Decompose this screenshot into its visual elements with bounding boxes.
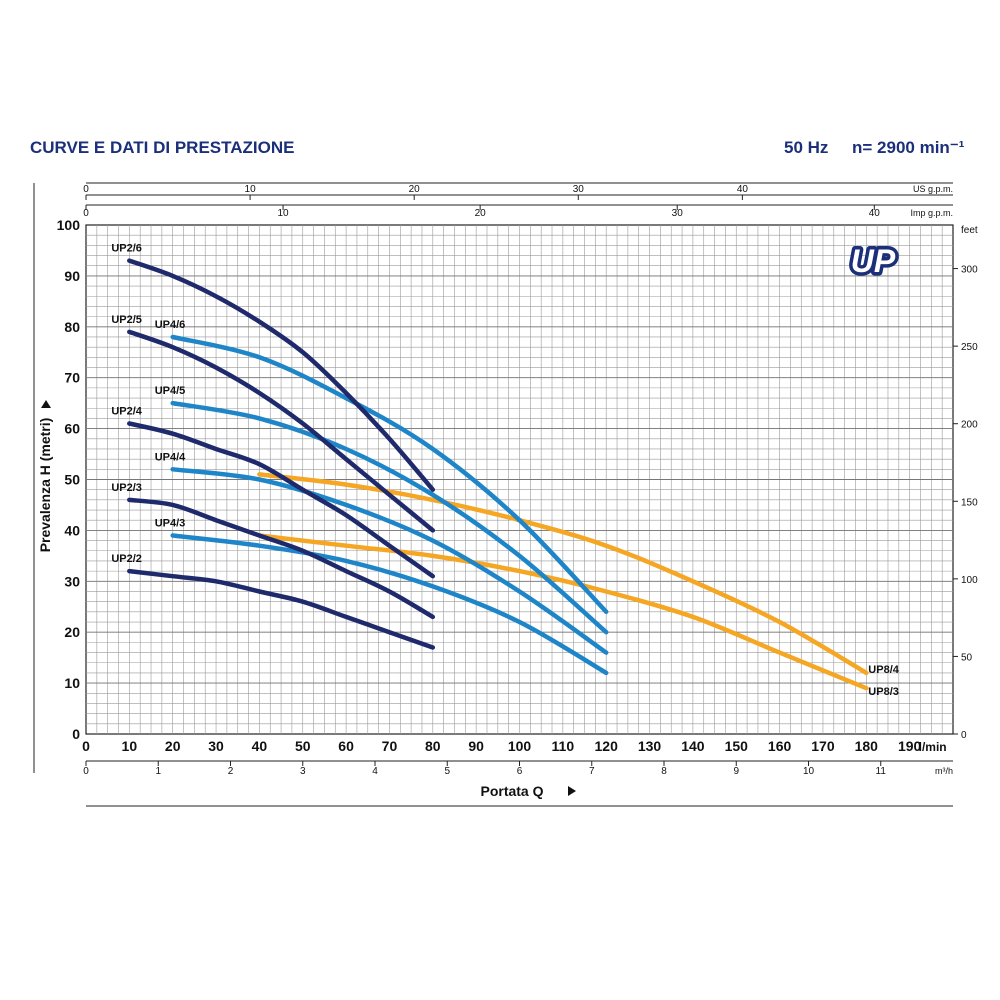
- us-gpm-unit-label: US g.p.m.: [913, 184, 953, 194]
- m3h-tick-label: 6: [517, 766, 523, 777]
- m3h-tick-label: 10: [803, 766, 815, 777]
- us-gpm-tick-label: 40: [737, 184, 749, 195]
- x-tick-label: 40: [252, 738, 268, 754]
- x-tick-label: 50: [295, 738, 311, 754]
- feet-tick-label: 200: [961, 420, 978, 431]
- us-gpm-tick-label: 10: [245, 184, 257, 195]
- curve-up2-5: [127, 329, 436, 533]
- m3h-tick-label: 3: [300, 766, 306, 777]
- y-tick-label: 30: [64, 573, 80, 589]
- m3h-tick-label: 7: [589, 766, 595, 777]
- imp-gpm-tick-label: 40: [869, 208, 881, 219]
- us-gpm-tick-label: 30: [573, 184, 585, 195]
- y-tick-label: 20: [64, 624, 80, 640]
- y-tick-label: 0: [72, 726, 80, 742]
- x-unit-label: l/min: [919, 740, 947, 754]
- m3h-tick-label: 4: [372, 766, 378, 777]
- x-tick-label: 150: [725, 738, 749, 754]
- x-tick-label: 120: [595, 738, 619, 754]
- up-logo-text: UP: [851, 243, 896, 279]
- label-up8-3: UP8/3: [868, 686, 899, 698]
- m3h-unit-label: m³/h: [935, 766, 953, 776]
- imp-gpm-unit-label: Imp g.p.m.: [910, 208, 953, 218]
- imp-gpm-tick-label: 10: [278, 208, 290, 219]
- m3h-tick-label: 9: [733, 766, 739, 777]
- curve-up4-3: [170, 533, 609, 676]
- label-up2-5: UP2/5: [111, 314, 142, 326]
- curve-up2-3: [127, 497, 436, 620]
- label-up8-4: UP8/4: [868, 664, 899, 676]
- label-up2-4: UP2/4: [111, 406, 142, 418]
- x-tick-label: 100: [508, 738, 532, 754]
- m3h-tick-label: 0: [83, 766, 89, 777]
- x-tick-label: 10: [122, 738, 138, 754]
- curve-up2-4: [127, 421, 436, 579]
- x-tick-label: 130: [638, 738, 662, 754]
- x-tick-label: 90: [468, 738, 484, 754]
- y-tick-label: 70: [64, 370, 80, 386]
- label-up4-3: UP4/3: [155, 517, 186, 529]
- up-logo: UP: [847, 240, 899, 283]
- x-tick-label: 140: [681, 738, 705, 754]
- y-tick-label: 10: [64, 675, 80, 691]
- y-tick-label: 100: [57, 217, 81, 233]
- curve-up4-5: [170, 400, 609, 635]
- feet-tick-label: 0: [961, 730, 967, 741]
- feet-tick-label: 50: [961, 652, 973, 663]
- m3h-tick-label: 5: [444, 766, 450, 777]
- x-tick-label: 110: [552, 738, 575, 754]
- imp-gpm-tick-label: 0: [83, 208, 89, 219]
- x-tick-label: 70: [382, 738, 398, 754]
- y-tick-label: 40: [64, 522, 80, 538]
- grid: [86, 225, 953, 734]
- imp-gpm-tick-label: 30: [672, 208, 684, 219]
- feet-tick-label: 100: [961, 575, 978, 586]
- label-up2-6: UP2/6: [111, 243, 142, 255]
- m3h-tick-label: 1: [155, 766, 161, 777]
- feet-tick-label: 300: [961, 265, 978, 276]
- y-axis-title: Prevalenza H (metri): [37, 418, 53, 553]
- x-axis-title: Portata Q: [480, 783, 543, 799]
- us-gpm-tick-label: 20: [409, 184, 421, 195]
- x-tick-label: 180: [855, 738, 879, 754]
- x-axis-arrow-icon: [568, 786, 576, 796]
- feet-tick-label: 250: [961, 342, 978, 353]
- label-up2-2: UP2/2: [111, 553, 142, 565]
- label-up2-3: UP2/3: [111, 482, 142, 494]
- feet-tick-label: 150: [961, 497, 978, 508]
- x-tick-label: 60: [338, 738, 354, 754]
- label-up4-6: UP4/6: [155, 319, 186, 331]
- frequency-label: 50 Hz: [784, 138, 829, 157]
- speed-label: n= 2900 min⁻¹: [852, 138, 965, 157]
- chart-title: CURVE E DATI DI PRESTAZIONE: [30, 138, 295, 157]
- x-tick-label: 80: [425, 738, 441, 754]
- curve-up4-6: [170, 334, 609, 615]
- m3h-tick-label: 11: [876, 766, 887, 777]
- curve-up4-4: [170, 467, 609, 655]
- y-tick-label: 60: [64, 421, 80, 437]
- curve-up8-3: [257, 533, 869, 691]
- us-gpm-tick-label: 0: [83, 184, 89, 195]
- label-up4-4: UP4/4: [155, 451, 186, 463]
- y-axis-arrow-icon: [41, 400, 51, 408]
- x-tick-label: 160: [768, 738, 792, 754]
- feet-unit-label: feet: [961, 225, 978, 236]
- x-tick-label: 170: [811, 738, 835, 754]
- curve-up8-4: [257, 472, 869, 676]
- m3h-tick-label: 8: [661, 766, 667, 777]
- x-tick-label: 30: [208, 738, 224, 754]
- x-tick-label: 20: [165, 738, 181, 754]
- x-tick-label: 190: [898, 738, 922, 754]
- curve-up2-6: [127, 258, 436, 492]
- curve-up2-2: [127, 568, 436, 650]
- y-tick-label: 50: [64, 472, 80, 488]
- label-up4-5: UP4/5: [155, 385, 186, 397]
- imp-gpm-tick-label: 20: [475, 208, 487, 219]
- y-tick-label: 90: [64, 268, 80, 284]
- x-tick-label: 0: [82, 738, 90, 754]
- m3h-tick-label: 2: [228, 766, 234, 777]
- y-tick-label: 80: [64, 319, 80, 335]
